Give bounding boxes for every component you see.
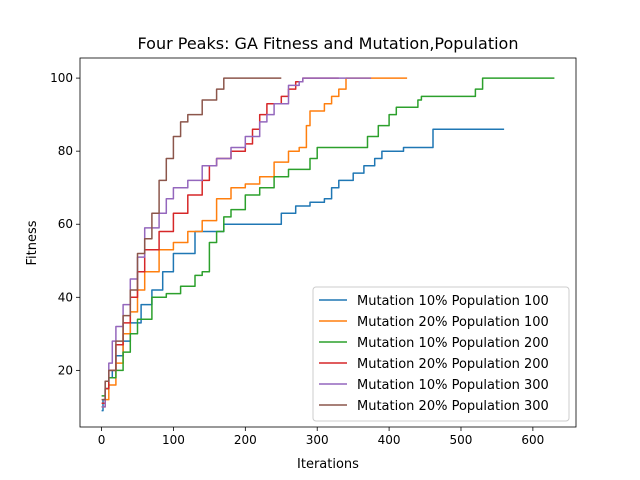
series-line-5 — [101, 77, 372, 408]
series-line-3 — [101, 77, 555, 397]
y-axis-label: Fitness — [25, 220, 40, 265]
series-line-6 — [101, 77, 282, 401]
legend-label-5: Mutation 10% Population 300 — [357, 378, 549, 393]
y-tick-label: 40 — [58, 290, 73, 304]
x-tick-label: 100 — [162, 433, 185, 447]
legend-label-3: Mutation 10% Population 200 — [357, 336, 549, 351]
legend-box — [312, 286, 570, 422]
legend-label-1: Mutation 10% Population 100 — [357, 294, 549, 309]
legend-label-2: Mutation 20% Population 100 — [357, 315, 549, 330]
x-axis-label: Iterations — [297, 457, 359, 472]
plot-area: 0 100 200 300 400 500 600 20 40 60 80 100 Mutation 1… — [50, 57, 577, 447]
legend-label-6: Mutation 20% Population 300 — [357, 399, 549, 414]
x-tick-label: 500 — [450, 433, 473, 447]
y-tick-label: 80 — [58, 144, 73, 158]
series-line-2 — [101, 77, 408, 408]
x-tick-label: 400 — [378, 433, 401, 447]
chart-title: Four Peaks: GA Fitness and Mutation,Popu… — [138, 34, 519, 53]
y-tick-label: 100 — [50, 71, 73, 85]
x-tick-label: 600 — [521, 433, 544, 447]
y-tick-label: 20 — [58, 363, 73, 377]
x-tick-label: 200 — [234, 433, 257, 447]
axes-frame — [79, 57, 577, 428]
legend-label-4: Mutation 20% Population 200 — [357, 357, 549, 372]
x-tick-label: 0 — [98, 433, 106, 447]
y-tick-label: 60 — [58, 217, 73, 231]
x-tick-label: 300 — [306, 433, 329, 447]
